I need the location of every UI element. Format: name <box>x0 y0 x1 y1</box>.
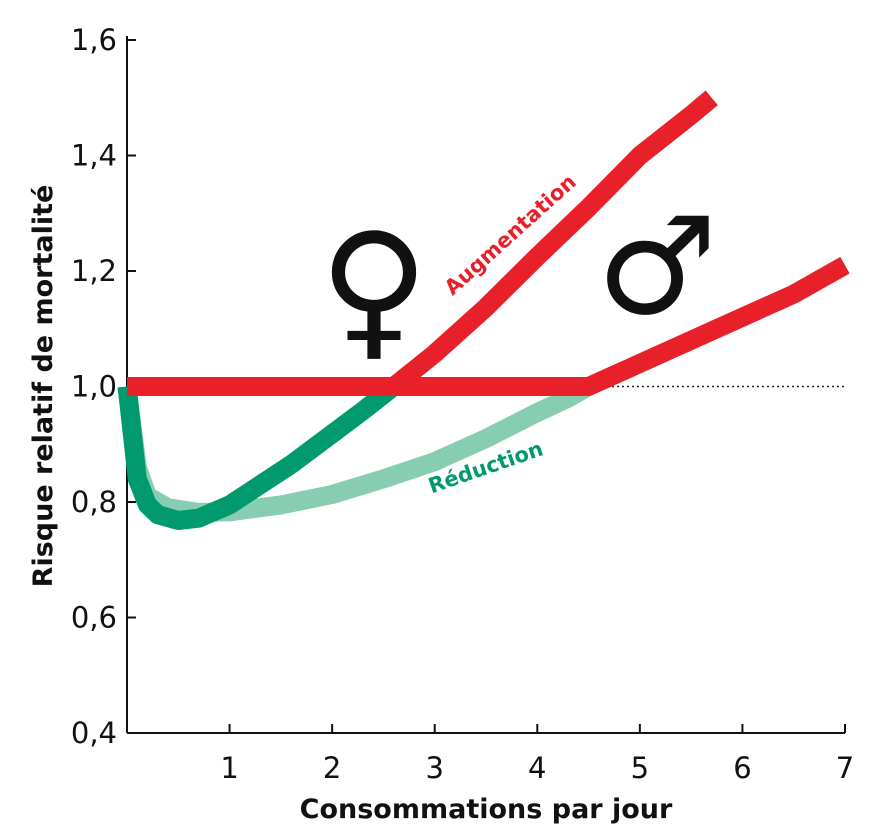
y-tick-label: 1,4 <box>71 139 117 173</box>
curves <box>117 90 850 530</box>
female-increase-curve <box>127 90 718 396</box>
x-tick-label: 3 <box>425 751 443 785</box>
y-tick-label: 0,4 <box>71 716 117 750</box>
x-tick-label: 7 <box>836 751 854 785</box>
female-symbol: ♀ <box>319 202 429 376</box>
y-tick-label: 1,2 <box>71 254 117 288</box>
x-tick-label: 5 <box>631 751 649 785</box>
x-tick-label: 2 <box>323 751 341 785</box>
y-tick-label: 1,6 <box>71 23 117 57</box>
y-axis-title: Risque relatif de mortalité <box>28 185 59 588</box>
x-tick-label: 1 <box>220 751 238 785</box>
axes: 0,4 0,6 0,8 1,0 1,2 1,4 1,6 1 2 3 4 5 6 7 <box>71 23 854 785</box>
x-tick-label: 6 <box>733 751 751 785</box>
female-reduction-curve <box>117 379 400 530</box>
male-symbol: ♂ <box>596 188 717 345</box>
x-tick-label: 4 <box>528 751 546 785</box>
x-axis-title: Consommations par jour <box>300 794 673 825</box>
male-increase-curve <box>127 256 850 396</box>
y-tick-label: 0,8 <box>71 485 117 519</box>
y-tick-label: 1,0 <box>71 370 117 404</box>
y-tick-label: 0,6 <box>71 601 117 635</box>
